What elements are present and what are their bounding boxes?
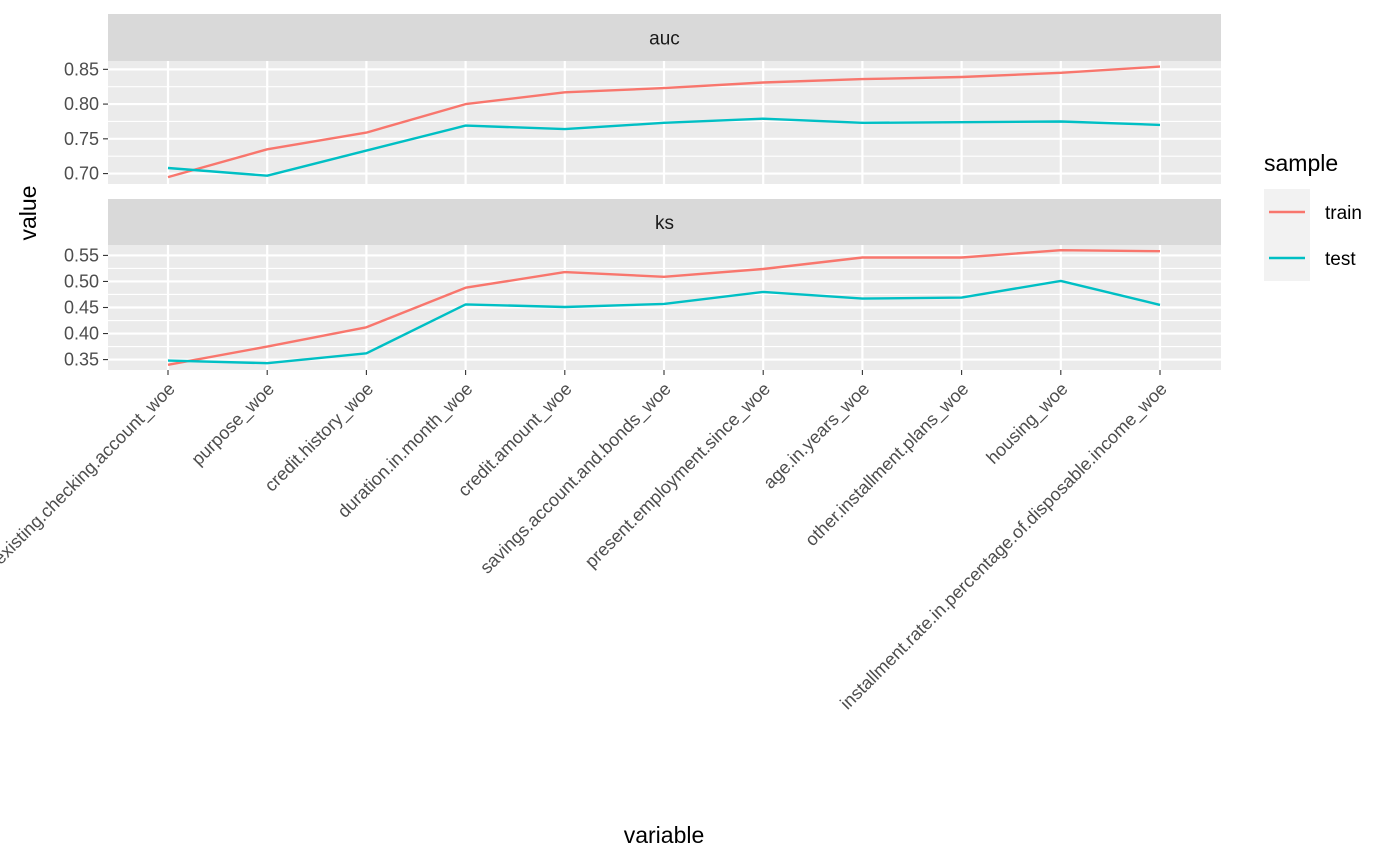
strip-label: ks (655, 213, 674, 234)
strip-background (108, 14, 1221, 61)
x-tick-label: savings.account.and.bonds_woe (476, 379, 676, 579)
y-axis-ks: 0.35 0.40 0.45 0.50 0.55 (64, 245, 108, 370)
y-axis-title: value (15, 186, 41, 241)
x-tick-label: installment.rate.in.percentage.of.dispos… (836, 379, 1171, 714)
legend-label: test (1325, 249, 1356, 270)
y-axis-auc: 0.70 0.75 0.80 0.85 (64, 59, 108, 184)
y-tick-label: 0.85 (64, 59, 99, 79)
y-tick-label: 0.50 (64, 271, 99, 291)
x-tick-label: housing_woe (982, 379, 1072, 469)
series-line-test-auc (167, 117, 1161, 177)
x-tick-label: present.employment.since_woe (581, 379, 775, 573)
legend-label: train (1325, 203, 1362, 224)
strip-background (108, 199, 1221, 245)
y-tick-label: 0.70 (64, 164, 99, 184)
x-tick-label: credit.history_woe (261, 379, 378, 496)
grid (108, 61, 1221, 184)
legend-title: sample (1264, 150, 1338, 176)
x-axis: status.of.existing.checking.account_woe p… (0, 370, 1172, 714)
x-tick-label: other.installment.plans_woe (801, 379, 973, 551)
y-tick-label: 0.55 (64, 245, 99, 265)
x-tick-label: status.of.existing.checking.account_woe (0, 379, 180, 621)
x-axis-title: variable (624, 822, 705, 848)
y-tick-label: 0.80 (64, 94, 99, 114)
legend-item-train: train (1264, 189, 1362, 235)
series-line-test-ks (167, 279, 1161, 365)
legend-item-test: test (1264, 235, 1356, 281)
panel-ks: ks 0.35 0.40 0.45 0.50 0.55 (64, 199, 1221, 370)
y-tick-label: 0.35 (64, 350, 99, 370)
panel-auc: auc 0.70 0.75 0.80 0.85 (64, 14, 1221, 184)
x-tick-label: purpose_woe (187, 379, 278, 470)
y-tick-label: 0.75 (64, 129, 99, 149)
legend: sample train test (1264, 150, 1362, 281)
x-tick-label: age.in.years_woe (759, 379, 874, 494)
strip-label: auc (649, 29, 680, 50)
y-tick-label: 0.40 (64, 324, 99, 344)
panels: auc 0.70 0.75 0.80 0.85 ks 0.35 0.40 0.45 0.50 0.5… (64, 14, 1221, 370)
y-tick-label: 0.45 (64, 298, 99, 318)
series-line-train-ks (167, 248, 1161, 366)
series-line-train-auc (167, 65, 1161, 179)
